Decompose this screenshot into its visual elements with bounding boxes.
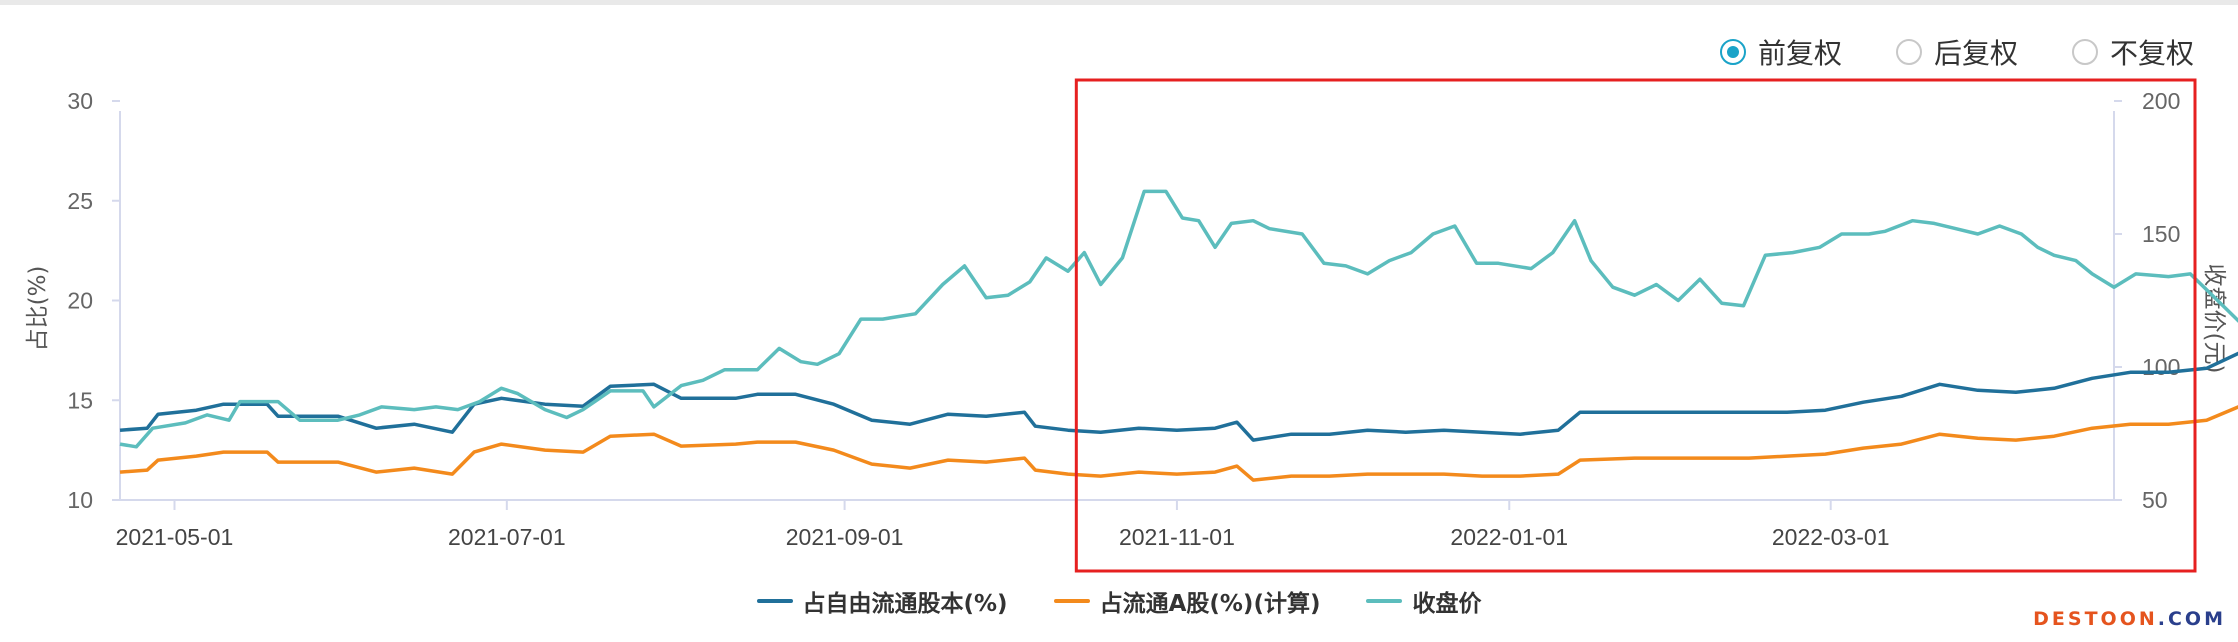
x-ticks: 2021-05-01 2021-07-01 2021-09-01 2021-11-01… — [116, 500, 1890, 550]
right-y-tick-label: 50 — [2142, 487, 2168, 513]
x-tick-label: 2022-01-01 — [1450, 524, 1568, 550]
x-tick-label: 2021-05-01 — [116, 524, 234, 550]
left-y-tick-label: 10 — [67, 487, 93, 513]
left-y-axis-title: 占比(%) — [25, 266, 51, 352]
legend-swatch — [1053, 599, 1090, 603]
right-y-tick-label: 200 — [2142, 88, 2180, 114]
radio-label: 不复权 — [2109, 37, 2194, 70]
x-tick-label: 2021-09-01 — [786, 524, 904, 550]
legend-label: 收盘价 — [1412, 591, 1482, 617]
right-y-tick-label: 100 — [2142, 354, 2180, 380]
legend-swatch — [756, 599, 793, 603]
adjust-mode-selector: 前复权 后复权 不复权 — [1719, 32, 2194, 72]
radio-option-forward-adjust[interactable]: 前复权 — [1719, 32, 1842, 72]
series-layer — [119, 189, 2238, 482]
legend-item-close-price[interactable]: 收盘价 — [1366, 584, 1481, 618]
radio-checked-icon — [1719, 39, 1746, 65]
watermark-text: DESTOON — [2033, 608, 2158, 630]
left-y-tick-label: 25 — [67, 188, 93, 214]
x-tick-label: 2021-11-01 — [1119, 524, 1235, 550]
series-line-close-price — [119, 189, 2238, 449]
x-tick-label: 2021-07-01 — [448, 524, 566, 550]
highlight-box — [1074, 78, 2197, 573]
right-y-axis-title: 收盘价(元) — [2201, 264, 2227, 374]
legend-swatch — [1366, 599, 1403, 603]
left-y-tick-label: 20 — [67, 288, 93, 314]
chart-axes — [119, 111, 2115, 501]
series-line-free-float — [119, 351, 2238, 442]
radio-unchecked-icon — [1895, 39, 1922, 65]
chart-legend: 占自由流通股本(%) 占流通A股(%)(计算) 收盘价 — [0, 584, 2238, 618]
right-y-tick-label: 150 — [2142, 221, 2180, 247]
radio-option-no-adjust[interactable]: 不复权 — [2071, 32, 2194, 72]
radio-option-backward-adjust[interactable]: 后复权 — [1895, 32, 2018, 72]
x-tick-label: 2022-03-01 — [1772, 524, 1890, 550]
legend-label: 占流通A股(%)(计算) — [1099, 591, 1321, 617]
radio-label: 前复权 — [1757, 37, 1842, 70]
right-y-ticks: 50 100 150 200 — [2114, 88, 2180, 513]
legend-item-free-float[interactable]: 占自由流通股本(%) — [756, 584, 1008, 618]
legend-item-float-a[interactable]: 占流通A股(%)(计算) — [1053, 584, 1321, 618]
left-y-tick-label: 15 — [67, 387, 93, 413]
left-y-tick-label: 30 — [67, 88, 93, 114]
watermark-suffix: .COM — [2157, 608, 2226, 630]
watermark-logo: DESTOON.COM — [2033, 608, 2226, 630]
radio-label: 后复权 — [1933, 37, 2018, 70]
series-line-float-a — [119, 405, 2238, 482]
left-y-ticks: 10 15 20 25 30 — [67, 88, 120, 513]
top-divider — [0, 0, 2238, 5]
radio-unchecked-icon — [2071, 39, 2098, 65]
legend-label: 占自由流通股本(%) — [802, 591, 1008, 617]
